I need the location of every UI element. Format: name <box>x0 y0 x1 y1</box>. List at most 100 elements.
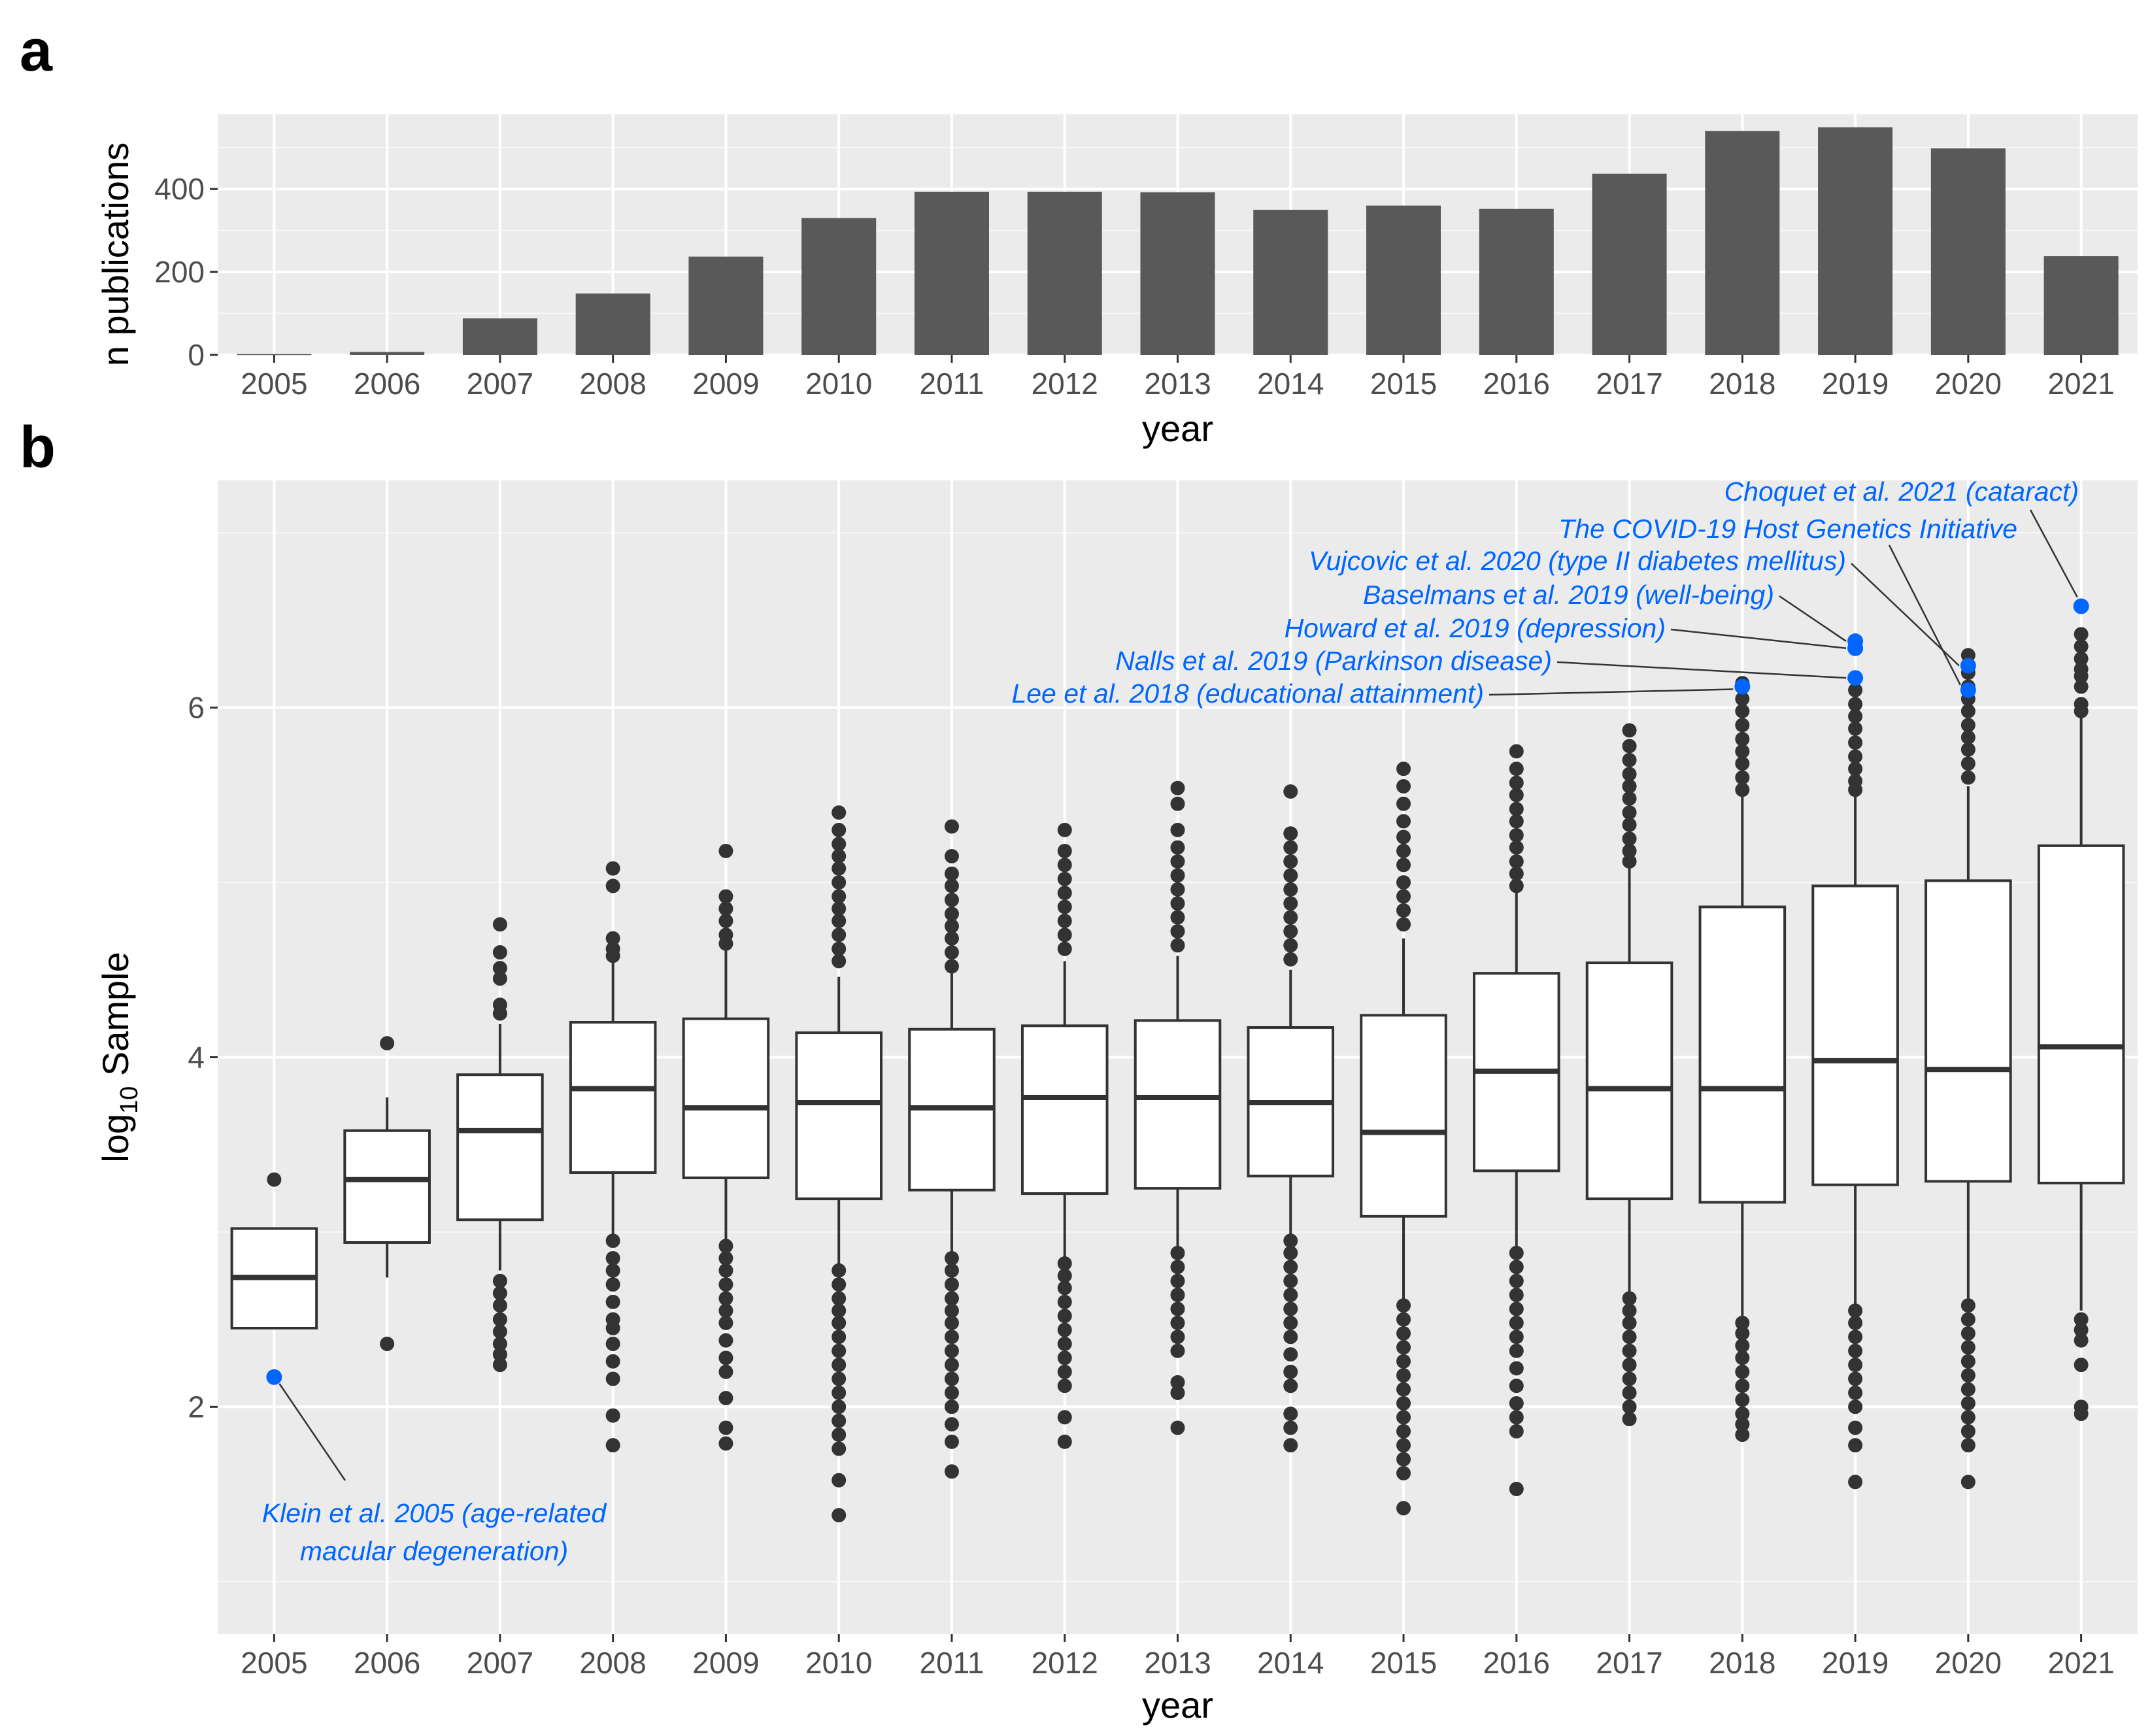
outlier-point <box>1396 814 1411 829</box>
box-iqr <box>1020 1024 1109 1195</box>
outlier-point <box>2074 669 2089 684</box>
outlier-point <box>832 1303 847 1318</box>
outlier-point <box>832 1399 847 1414</box>
outlier-point <box>832 1385 847 1400</box>
outlier-point <box>832 889 847 904</box>
outlier-point <box>1283 924 1298 939</box>
outlier-point <box>1622 791 1637 806</box>
box-2006 <box>343 1036 431 1352</box>
outlier-point <box>718 1315 733 1330</box>
outlier-point <box>492 1347 507 1362</box>
outlier-point <box>1848 761 1863 776</box>
outlier-point <box>1396 875 1411 890</box>
outlier-point <box>1396 778 1411 793</box>
outlier-point <box>1509 1396 1524 1410</box>
annotation-leader-line <box>1779 595 1847 643</box>
outlier-point <box>1057 886 1072 901</box>
outlier-point <box>1960 770 1975 785</box>
outlier-point <box>2074 679 2089 694</box>
annotation-label: The COVID-19 Host Genetics Initiative <box>1558 514 2017 544</box>
outlier-point <box>1735 1392 1750 1407</box>
outlier-point <box>492 1324 507 1339</box>
outlier-point <box>832 1427 847 1443</box>
x-tick-label: 2011 <box>920 367 984 401</box>
outlier-point <box>1848 1358 1863 1373</box>
outlier-point <box>1057 1410 1072 1425</box>
outlier-point <box>832 1291 847 1306</box>
annotation-leader-line <box>2029 509 2078 598</box>
x-tick-label: 2017 <box>1596 1646 1662 1680</box>
x-tick-label: 2009 <box>692 1646 759 1680</box>
outlier-point <box>1283 784 1298 799</box>
outlier-point <box>1848 1329 1863 1344</box>
bar-2020 <box>1930 148 2006 355</box>
outlier-point <box>1283 1407 1298 1422</box>
highlight-point <box>1960 658 1976 674</box>
outlier-point <box>1396 1312 1411 1327</box>
outlier-point <box>1509 1424 1524 1439</box>
annotation-label: Baselmans et al. 2019 (well-being) <box>1363 580 1774 610</box>
x-tick-label: 2020 <box>1935 1646 2002 1680</box>
outlier-point <box>1170 910 1185 925</box>
x-tick-label: 2021 <box>2047 367 2114 401</box>
outlier-point <box>944 1399 959 1414</box>
outlier-point <box>492 1312 507 1327</box>
box-iqr <box>682 1017 770 1180</box>
outlier-point <box>1622 739 1637 754</box>
highlight-point <box>266 1369 282 1385</box>
x-tick-label: 2016 <box>1483 367 1550 401</box>
outlier-point <box>944 1464 959 1479</box>
outlier-point <box>1170 840 1185 855</box>
bar-2011 <box>914 192 989 355</box>
box-2005 <box>230 1172 318 1330</box>
annotation-leader-line <box>1888 544 1961 686</box>
box-2018 <box>1698 676 1787 1443</box>
outlier-point <box>1848 1343 1863 1358</box>
outlier-point <box>1735 1326 1750 1341</box>
outlier-point <box>1960 1438 1975 1453</box>
outlier-point <box>718 843 733 858</box>
x-tick-label: 2008 <box>580 367 647 401</box>
outlier-point <box>1057 1294 1072 1309</box>
outlier-point <box>1960 704 1975 718</box>
outlier-point <box>718 1251 733 1266</box>
outlier-point <box>2074 1333 2089 1348</box>
outlier-point <box>832 1358 847 1373</box>
annotation-label-continued: macular degeneration) <box>300 1536 568 1566</box>
outlier-point <box>1848 1475 1863 1490</box>
outlier-point <box>492 1273 507 1288</box>
outlier-point <box>944 819 959 834</box>
x-tick-label: 2020 <box>1935 367 2002 401</box>
panel-label-a: a <box>20 18 53 84</box>
outlier-point <box>1283 1260 1298 1275</box>
outlier-point <box>832 837 847 852</box>
outlier-point <box>492 1337 507 1352</box>
outlier-point <box>718 1364 733 1379</box>
x-tick-label: 2018 <box>1709 1646 1775 1680</box>
outlier-point <box>718 1291 733 1306</box>
y-tick-label: 4 <box>188 1041 205 1075</box>
outlier-point <box>1960 1354 1975 1369</box>
bar-2013 <box>1140 192 1215 355</box>
annotation-label: Lee et al. 2018 (educational attainment) <box>1011 678 1484 709</box>
outlier-point <box>492 1298 507 1313</box>
annotation-label: Vujcovic et al. 2020 (type II diabetes m… <box>1309 546 1846 576</box>
outlier-point <box>1622 843 1637 858</box>
outlier-point <box>605 1233 620 1248</box>
outlier-point <box>1960 1368 1975 1383</box>
outlier-point <box>832 1315 847 1330</box>
outlier-point <box>1170 1385 1185 1400</box>
outlier-point <box>1622 1291 1637 1306</box>
outlier-point <box>1848 782 1863 797</box>
outlier-point <box>1170 780 1185 795</box>
boxplot-panel: Klein et al. 2005 (age-related macular de… <box>95 476 2138 1726</box>
outlier-point <box>1396 889 1411 904</box>
outlier-point <box>1622 1358 1637 1373</box>
outlier-point <box>1960 718 1975 733</box>
outlier-point <box>1283 854 1298 869</box>
outlier-point <box>1396 1340 1411 1355</box>
outlier-point <box>1283 1438 1298 1453</box>
highlight-point <box>2073 598 2089 614</box>
outlier-point <box>1622 1315 1637 1330</box>
outlier-point <box>605 1438 620 1453</box>
